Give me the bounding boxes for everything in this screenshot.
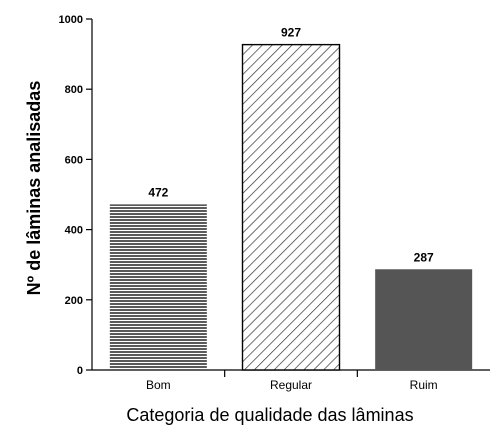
y-tick-label: 600: [65, 154, 83, 166]
bar-ruim: [375, 269, 473, 370]
y-tick-label: 0: [77, 365, 83, 377]
x-axis-title: Categoria de qualidade das lâminas: [126, 405, 413, 425]
y-axis-title: Nº de lâminas analisadas: [24, 81, 44, 296]
data-label-bom: 472: [148, 185, 168, 199]
y-tick-label: 1000: [59, 14, 83, 26]
data-label-regular: 927: [281, 26, 301, 40]
x-tick-label: Ruim: [410, 378, 438, 392]
x-tick-label: Regular: [270, 378, 312, 392]
data-label-ruim: 287: [414, 250, 434, 264]
labels: 472 Bom 927 Regular 287 Ruim: [146, 26, 438, 392]
bar-bom: [109, 204, 207, 370]
x-tick-label: Bom: [146, 378, 171, 392]
bars: [109, 43, 473, 371]
y-tick-label: 400: [65, 225, 83, 237]
bar-regular: [241, 43, 341, 371]
y-tick-label: 200: [65, 295, 83, 307]
y-tick-label: 800: [65, 84, 83, 96]
